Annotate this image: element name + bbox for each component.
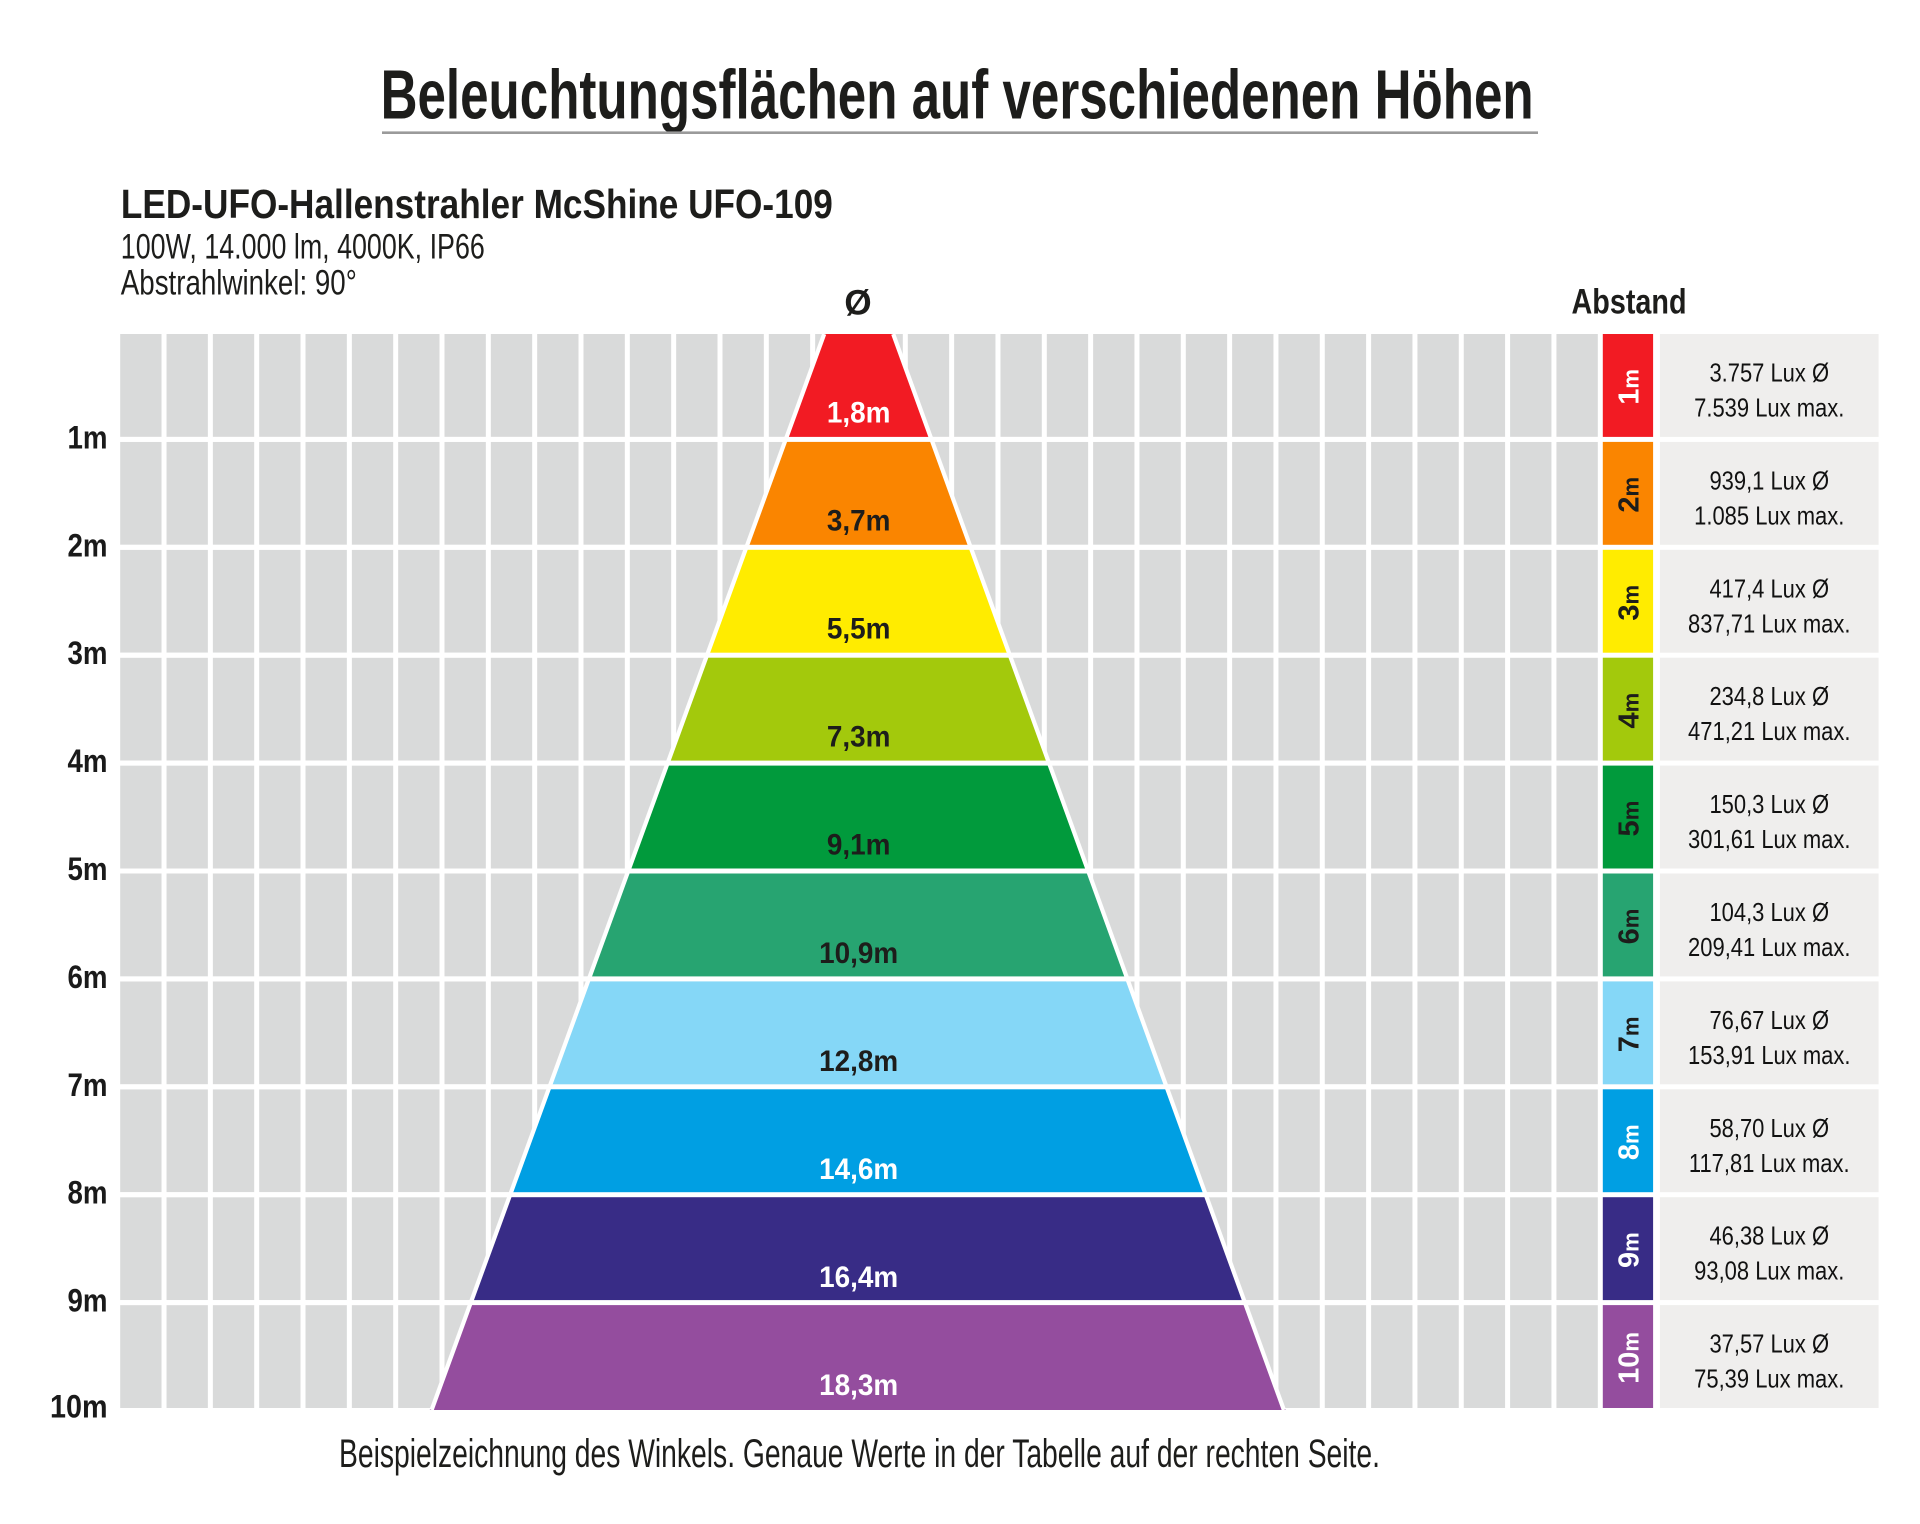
svg-text:153,91 Lux max.: 153,91 Lux max. [1688,1040,1850,1070]
svg-text:7m: 7m [1613,1017,1645,1053]
svg-text:9,1m: 9,1m [827,829,891,862]
svg-text:76,67 Lux Ø: 76,67 Lux Ø [1709,1005,1829,1035]
svg-text:209,41 Lux max.: 209,41 Lux max. [1688,932,1850,962]
svg-text:104,3 Lux Ø: 104,3 Lux Ø [1709,897,1829,927]
svg-text:117,81 Lux max.: 117,81 Lux max. [1689,1148,1850,1178]
svg-text:471,21 Lux max.: 471,21 Lux max. [1688,716,1850,746]
svg-text:6m: 6m [1613,909,1645,945]
svg-text:12,8m: 12,8m [819,1045,898,1078]
svg-text:Beispielzeichnung des Winkels.: Beispielzeichnung des Winkels. Genaue We… [339,1432,1380,1476]
svg-text:1.085 Lux max.: 1.085 Lux max. [1694,500,1844,530]
svg-text:LED-UFO-Hallenstrahler McShine: LED-UFO-Hallenstrahler McShine UFO-109 [121,181,833,227]
svg-text:7.539 Lux max.: 7.539 Lux max. [1694,393,1844,423]
svg-text:8m: 8m [1613,1124,1645,1160]
svg-text:14,6m: 14,6m [819,1153,898,1186]
svg-text:10m: 10m [1613,1332,1645,1384]
svg-text:3m: 3m [1613,585,1645,621]
svg-text:5m: 5m [1613,801,1645,837]
svg-text:Abstrahlwinkel: 90°: Abstrahlwinkel: 90° [121,264,357,303]
svg-text:10m: 10m [50,1388,108,1424]
svg-text:5,5m: 5,5m [827,613,891,646]
svg-text:2m: 2m [1613,477,1645,513]
svg-text:2m: 2m [68,527,108,563]
svg-text:234,8 Lux Ø: 234,8 Lux Ø [1709,681,1829,711]
svg-text:939,1 Lux Ø: 939,1 Lux Ø [1709,465,1829,495]
svg-text:Beleuchtungsflächen auf versch: Beleuchtungsflächen auf verschiedenen Hö… [381,55,1534,133]
svg-text:3.757 Lux Ø: 3.757 Lux Ø [1709,358,1829,388]
svg-text:18,3m: 18,3m [819,1369,898,1402]
svg-text:301,61 Lux max.: 301,61 Lux max. [1688,824,1850,854]
svg-text:837,71 Lux max.: 837,71 Lux max. [1688,608,1850,638]
svg-text:7,3m: 7,3m [827,721,891,754]
svg-text:1,8m: 1,8m [827,396,891,429]
svg-text:100W, 14.000 lm, 4000K, IP66: 100W, 14.000 lm, 4000K, IP66 [121,227,485,266]
svg-text:9m: 9m [1613,1232,1645,1268]
svg-text:1m: 1m [68,419,108,455]
svg-text:150,3 Lux Ø: 150,3 Lux Ø [1709,789,1829,819]
svg-text:417,4 Lux Ø: 417,4 Lux Ø [1709,573,1829,603]
svg-text:Abstand: Abstand [1572,282,1687,321]
svg-text:3m: 3m [68,635,108,671]
svg-text:Ø: Ø [844,284,871,323]
svg-text:7m: 7m [68,1067,108,1103]
svg-text:5m: 5m [68,851,108,887]
svg-text:6m: 6m [68,959,108,995]
svg-text:10,9m: 10,9m [819,937,898,970]
svg-text:8m: 8m [68,1175,108,1211]
svg-text:58,70 Lux Ø: 58,70 Lux Ø [1709,1113,1829,1143]
svg-text:75,39 Lux max.: 75,39 Lux max. [1694,1364,1844,1394]
svg-text:37,57 Lux Ø: 37,57 Lux Ø [1709,1329,1829,1359]
svg-text:4m: 4m [68,743,108,779]
svg-text:3,7m: 3,7m [827,504,891,537]
svg-text:16,4m: 16,4m [819,1261,898,1294]
svg-text:1m: 1m [1613,369,1645,405]
svg-text:93,08 Lux max.: 93,08 Lux max. [1694,1256,1844,1286]
svg-text:4m: 4m [1613,693,1645,729]
svg-text:46,38 Lux Ø: 46,38 Lux Ø [1709,1221,1829,1251]
svg-text:9m: 9m [68,1283,108,1319]
